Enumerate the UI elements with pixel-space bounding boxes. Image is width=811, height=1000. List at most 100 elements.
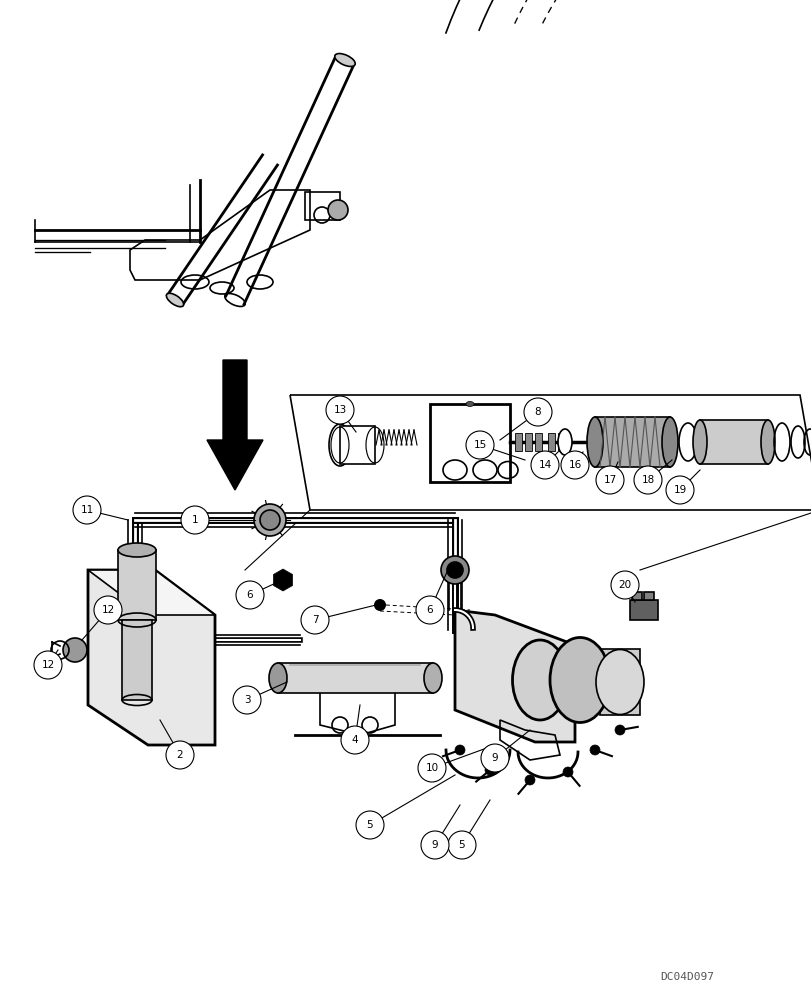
Circle shape [301,606,328,634]
Text: 6: 6 [247,590,253,600]
Bar [430,404,509,482]
Bar [118,550,156,620]
Text: 2: 2 [177,750,183,760]
Circle shape [466,431,493,459]
Text: 19: 19 [672,485,686,495]
Circle shape [562,767,573,777]
Circle shape [446,562,462,578]
Ellipse shape [118,543,156,557]
Circle shape [614,725,624,735]
Ellipse shape [760,420,774,464]
Polygon shape [454,610,574,742]
Bar [629,600,657,620]
Bar [631,592,642,600]
Circle shape [254,504,285,536]
Ellipse shape [595,650,643,714]
Text: 1: 1 [191,515,198,525]
Ellipse shape [334,54,354,66]
Text: 8: 8 [534,407,541,417]
Text: 9: 9 [431,840,438,850]
Text: 18: 18 [641,475,654,485]
Text: 15: 15 [473,440,486,450]
Circle shape [34,651,62,679]
Circle shape [590,745,599,755]
Bar [534,433,541,451]
Circle shape [418,754,445,782]
Circle shape [440,556,469,584]
Ellipse shape [586,417,603,467]
Circle shape [73,496,101,524]
Bar [557,433,564,451]
Text: 13: 13 [333,405,346,415]
Text: 12: 12 [101,605,114,615]
Ellipse shape [328,424,350,466]
Ellipse shape [268,663,286,693]
Circle shape [181,506,208,534]
Ellipse shape [512,640,567,720]
Ellipse shape [661,417,677,467]
Circle shape [415,596,444,624]
Text: 4: 4 [351,735,358,745]
Circle shape [525,775,534,785]
Circle shape [233,686,260,714]
Bar [599,649,639,715]
Circle shape [633,466,661,494]
Circle shape [355,811,384,839]
Circle shape [523,398,551,426]
Polygon shape [273,569,292,591]
Circle shape [530,451,558,479]
Text: 11: 11 [80,505,93,515]
Circle shape [560,451,588,479]
Circle shape [94,596,122,624]
Text: 9: 9 [491,753,498,763]
Polygon shape [88,570,215,615]
Bar [305,192,340,220]
Text: 5: 5 [367,820,373,830]
Bar [547,433,554,451]
Ellipse shape [692,420,706,464]
Text: 17: 17 [603,475,616,485]
Bar [340,426,375,464]
Ellipse shape [423,663,441,693]
Circle shape [63,638,87,662]
Text: 3: 3 [243,695,250,705]
Text: 5: 5 [458,840,465,850]
Bar [277,663,432,693]
Bar [525,433,531,451]
Text: 10: 10 [425,763,438,773]
Circle shape [236,581,264,609]
Ellipse shape [466,401,474,406]
Circle shape [610,571,638,599]
Text: 6: 6 [426,605,433,615]
Circle shape [484,765,495,775]
Circle shape [454,745,465,755]
Circle shape [374,599,385,611]
Circle shape [448,831,475,859]
Bar [122,620,152,700]
Polygon shape [88,570,215,745]
Text: 7: 7 [311,615,318,625]
Ellipse shape [678,423,696,461]
Circle shape [420,831,448,859]
Text: 12: 12 [41,660,54,670]
Circle shape [325,396,354,424]
Bar [514,433,521,451]
Ellipse shape [549,638,609,722]
Circle shape [260,510,280,530]
Ellipse shape [166,293,183,307]
Circle shape [341,726,368,754]
Bar [643,592,653,600]
Bar [594,417,669,467]
Ellipse shape [557,429,571,455]
Polygon shape [207,360,263,490]
Circle shape [165,741,194,769]
Text: 16: 16 [568,460,581,470]
Text: DC04D097: DC04D097 [659,972,713,982]
Circle shape [595,466,623,494]
Circle shape [328,200,348,220]
Circle shape [480,744,508,772]
Bar [699,420,767,464]
Text: 20: 20 [618,580,631,590]
Circle shape [665,476,693,504]
Text: 14: 14 [538,460,551,470]
